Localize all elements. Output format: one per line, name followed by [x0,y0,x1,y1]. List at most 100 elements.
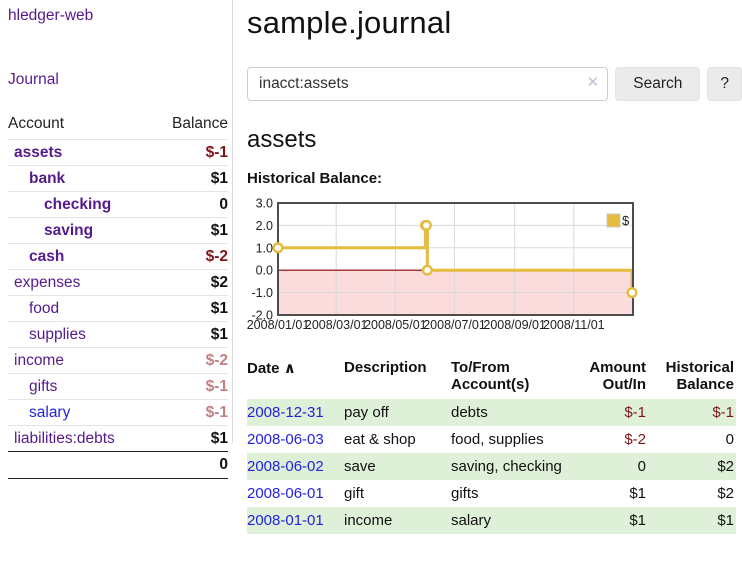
svg-text:0.0: 0.0 [256,264,273,278]
sidebar: hledger-web Journal Account Balance asse… [0,0,233,479]
transaction-amount: $-2 [624,431,646,448]
accounts-table-header: Account Balance [8,112,228,139]
account-link[interactable]: checking [44,196,112,213]
svg-text:3.0: 3.0 [256,197,273,211]
accounts-header-account: Account [8,115,65,132]
search-input[interactable] [247,67,609,101]
transaction-description: save [344,458,376,475]
accounts-table: Account Balance assets $-1 bank $1 checking 0… [8,112,228,479]
register-header-description: Description [344,359,427,376]
search-button[interactable]: Search [615,67,701,101]
transaction-date-link[interactable]: 2008-01-01 [247,512,324,529]
account-balance: $-2 [205,248,228,265]
register-row: 2008-06-01 gift gifts $1 $2 [247,480,736,507]
account-link[interactable]: assets [14,144,63,161]
sidebar-account-row: expenses $2 [8,269,228,295]
sidebar-account-row: supplies $1 [8,321,228,347]
transaction-description: pay off [344,404,389,421]
register-row: 2008-06-03 eat & shop food, supplies $-2 0 [247,426,736,453]
sidebar-account-row: gifts $-1 [8,373,228,399]
register-header-accounts: To/From Account(s) [451,359,530,393]
account-balance: $1 [210,222,228,239]
account-balance: $1 [210,326,228,343]
account-balance: $-1 [205,144,228,161]
help-button[interactable]: ? [707,67,742,101]
sidebar-account-row: checking 0 [8,191,228,217]
accounts-header-balance: Balance [171,115,228,132]
svg-text:2008/07/01: 2008/07/01 [423,318,486,332]
account-link[interactable]: cash [29,248,65,265]
account-balance: $1 [210,300,228,317]
transaction-description: income [344,512,393,529]
account-balance: $1 [210,430,228,447]
sidebar-account-row: bank $1 [8,165,228,191]
app-brand-link[interactable]: hledger-web [8,7,94,24]
account-link[interactable]: food [29,300,60,317]
account-link[interactable]: income [14,352,64,369]
account-link[interactable]: expenses [14,274,81,291]
sidebar-account-row: cash $-2 [8,243,228,269]
page-title: sample.journal [247,5,452,40]
register-header-amount: Amount Out/In [589,359,646,393]
chart-title: Historical Balance: [247,170,383,187]
account-link[interactable]: salary [29,404,71,421]
transaction-amount: $1 [629,512,646,529]
clear-search-icon[interactable]: ✕ [586,74,600,91]
svg-text:-1.0: -1.0 [251,286,273,300]
transaction-date-link[interactable]: 2008-06-03 [247,431,324,448]
account-link[interactable]: saving [44,222,94,239]
transaction-accounts: saving, checking [451,458,562,475]
account-balance: $-1 [205,404,228,421]
svg-text:2.0: 2.0 [256,219,273,233]
transaction-date-link[interactable]: 2008-06-01 [247,485,324,502]
register-row: 2008-12-31 pay off debts $-1 $-1 [247,399,736,426]
svg-text:2008/11/01: 2008/11/01 [543,318,605,332]
account-balance: $1 [210,170,228,187]
svg-text:-2.0: -2.0 [251,309,273,323]
sidebar-account-row: saving $1 [8,217,228,243]
account-link[interactable]: bank [29,170,66,187]
search-box: ✕ [247,67,609,101]
transaction-date-link[interactable]: 2008-12-31 [247,404,324,421]
account-link[interactable]: liabilities:debts [14,430,115,447]
transaction-amount: $1 [629,485,646,502]
transaction-balance: $2 [717,485,734,502]
sidebar-account-row: income $-2 [8,347,228,373]
svg-text:$: $ [622,213,630,228]
account-balance: $-2 [205,352,228,369]
svg-text:1.0: 1.0 [256,241,273,255]
svg-text:2008/09/01: 2008/09/01 [483,318,546,332]
transaction-balance: 0 [725,431,734,448]
sidebar-item-journal[interactable]: Journal [8,71,59,88]
transaction-accounts: gifts [451,485,479,502]
sidebar-account-row: assets $-1 [8,139,228,165]
register-header-date[interactable]: Date ∧ [247,360,296,377]
account-balance: $2 [210,274,228,291]
main-content: sample.journal ✕ Search ? assets Histori… [247,0,742,534]
sidebar-account-row: salary $-1 [8,399,228,425]
account-link[interactable]: gifts [29,378,58,395]
register-row: 2008-01-01 income salary $1 $1 [247,507,736,534]
transaction-balance: $-1 [712,404,734,421]
svg-text:2008/05/01: 2008/05/01 [364,318,427,332]
accounts-total-row: 0 [8,451,228,479]
transaction-amount: 0 [637,458,646,475]
svg-text:2008/01/01: 2008/01/01 [247,318,309,332]
transaction-accounts: debts [451,404,488,421]
search-bar: ✕ Search ? [247,67,742,101]
transaction-accounts: food, supplies [451,431,544,448]
accounts-total-balance: 0 [219,456,228,473]
transaction-date-link[interactable]: 2008-06-02 [247,458,324,475]
sort-ascending-icon: ∧ [283,360,296,377]
transaction-amount: $-1 [624,404,646,421]
sidebar-account-row: liabilities:debts $1 [8,425,228,451]
sidebar-account-row: food $1 [8,295,228,321]
transaction-description: eat & shop [344,431,416,448]
register-row: 2008-06-02 save saving, checking 0 $2 [247,453,736,480]
account-balance: 0 [219,196,228,213]
register-header-balance: Historical Balance [665,359,734,393]
transaction-description: gift [344,485,365,502]
account-balance: $-1 [205,378,228,395]
account-link[interactable]: supplies [29,326,86,343]
